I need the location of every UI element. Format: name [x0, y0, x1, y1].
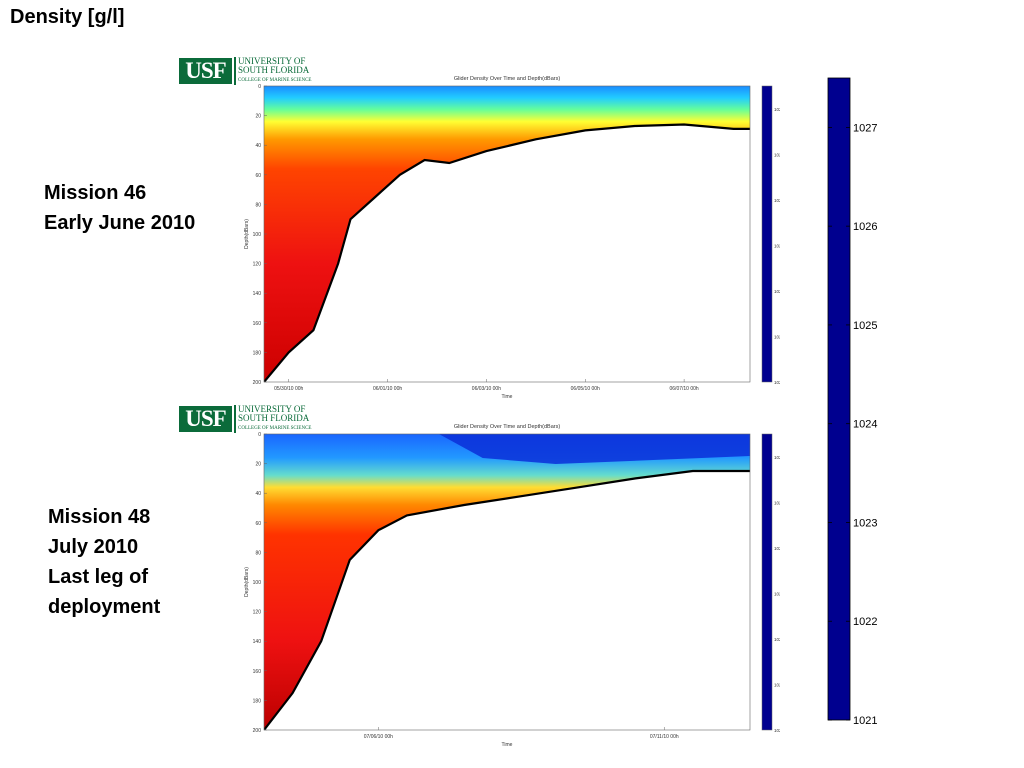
- chart-title: Glider Density Over Time and Depth(dBars…: [454, 424, 561, 430]
- y-tick-label: 40: [255, 491, 261, 497]
- mission-48-note-1: Last leg of: [48, 566, 149, 588]
- y-tick-label: 0: [258, 432, 261, 438]
- density-chart-mission-48: Glider Density Over Time and Depth(dBars…: [244, 424, 780, 748]
- mission-48-label: Mission 48 July 2010 Last leg of deploym…: [48, 502, 160, 622]
- chart-title: Glider Density Over Time and Depth(dBars…: [454, 76, 561, 82]
- density-field: [264, 434, 750, 730]
- y-tick-label: 200: [253, 380, 262, 386]
- y-tick-label: 100: [253, 232, 262, 238]
- y-tick-label: 100: [253, 580, 262, 586]
- density-field: [264, 86, 750, 382]
- small-colorbar-tick-label: 1025: [774, 546, 780, 551]
- x-tick-label: 07/06/10 00h: [364, 734, 393, 740]
- x-tick-label: 05/30/10 00h: [274, 386, 303, 392]
- small-colorbar-tick-label: 1025: [774, 198, 780, 203]
- usf-logo-line3: COLLEGE OF MARINE SCIENCE: [238, 78, 312, 83]
- mission-46-label: Mission 46 Early June 2010: [44, 178, 195, 238]
- y-tick-label: 0: [258, 84, 261, 90]
- mission-48-name: Mission 48: [48, 506, 151, 528]
- y-tick-label: 140: [253, 639, 262, 645]
- seafloor-line: [264, 123, 750, 382]
- y-tick-label: 40: [255, 143, 261, 149]
- usf-logo: USF UNIVERSITY OF SOUTH FLORIDA COLLEGE …: [179, 405, 319, 433]
- small-colorbar-tick-label: 1022: [774, 334, 780, 339]
- y-tick-label: 160: [253, 321, 262, 327]
- large-colorbar-gradient: [827, 77, 851, 721]
- small-colorbar: [761, 85, 773, 383]
- small-colorbar-tick-label: 1021: [774, 728, 780, 733]
- small-colorbar-tick-label: 1026: [774, 152, 780, 157]
- y-tick-label: 60: [255, 173, 261, 179]
- y-tick-label: 180: [253, 698, 262, 704]
- x-tick-label: 06/03/10 00h: [472, 386, 501, 392]
- large-colorbar-tick-label: 1027: [853, 122, 877, 134]
- y-tick-label: 20: [255, 462, 261, 468]
- y-tick-label: 180: [253, 350, 262, 356]
- y-axis-label: Depth(dBars): [244, 567, 250, 597]
- x-tick-label: 06/07/10 00h: [670, 386, 699, 392]
- x-axis-label: Time: [502, 394, 513, 400]
- y-tick-label: 120: [253, 610, 262, 616]
- small-colorbar-tick-label: 1022: [774, 682, 780, 687]
- x-axis-label: Time: [502, 742, 513, 748]
- x-tick-label: 07/11/10 00h: [650, 734, 679, 740]
- usf-logo-abbr: USF: [179, 58, 232, 84]
- x-tick-label: 06/01/10 00h: [373, 386, 402, 392]
- large-colorbar-tick-label: 1026: [853, 221, 877, 233]
- large-colorbar-tick-label: 1024: [853, 419, 877, 431]
- usf-logo: USF UNIVERSITY OF SOUTH FLORIDA COLLEGE …: [179, 57, 319, 85]
- usf-logo-line2: SOUTH FLORIDA: [238, 65, 310, 75]
- usf-logo-abbr: USF: [179, 406, 232, 432]
- y-tick-label: 160: [253, 669, 262, 675]
- density-colorbar-large: 1021 1022 1023 1024 1025 1026 1027: [827, 77, 877, 727]
- slide-title: Density [g/l]: [10, 6, 125, 28]
- large-colorbar-tick-label: 1021: [853, 715, 877, 727]
- y-tick-label: 80: [255, 202, 261, 208]
- small-colorbar-tick-label: 1027: [774, 107, 780, 112]
- mission-48-note-2: deployment: [48, 596, 161, 618]
- usf-logo-line1: UNIVERSITY OF: [238, 56, 306, 66]
- y-tick-label: 140: [253, 291, 262, 297]
- x-tick-label: 06/05/10 00h: [571, 386, 600, 392]
- low-density-surface-layer: [438, 434, 750, 464]
- large-colorbar-tick-label: 1025: [853, 320, 877, 332]
- seafloor-line: [264, 469, 750, 730]
- y-tick-label: 20: [255, 114, 261, 120]
- small-colorbar-tick-label: 1024: [774, 591, 780, 596]
- mission-46-date: Early June 2010: [44, 212, 196, 234]
- large-colorbar-tick-label: 1023: [853, 517, 877, 529]
- small-colorbar-tick-label: 1027: [774, 455, 780, 460]
- small-colorbar-tick-label: 1021: [774, 380, 780, 385]
- mission-46-name: Mission 46: [44, 182, 147, 204]
- large-colorbar-tick-label: 1022: [853, 616, 877, 628]
- small-colorbar: [761, 433, 773, 731]
- y-tick-label: 80: [255, 550, 261, 556]
- usf-logo-line1: UNIVERSITY OF: [238, 404, 306, 414]
- y-axis-label: Depth(dBars): [244, 219, 250, 249]
- density-chart-mission-46: Glider Density Over Time and Depth(dBars…: [244, 76, 780, 400]
- small-colorbar-tick-label: 1026: [774, 500, 780, 505]
- mission-48-date: July 2010: [48, 536, 139, 558]
- small-colorbar-tick-label: 1023: [774, 289, 780, 294]
- y-tick-label: 200: [253, 728, 262, 734]
- small-colorbar-tick-label: 1023: [774, 637, 780, 642]
- y-tick-label: 120: [253, 262, 262, 268]
- y-tick-label: 60: [255, 521, 261, 527]
- small-colorbar-tick-label: 1024: [774, 243, 780, 248]
- usf-logo-line2: SOUTH FLORIDA: [238, 413, 310, 423]
- usf-logo-line3: COLLEGE OF MARINE SCIENCE: [238, 426, 312, 431]
